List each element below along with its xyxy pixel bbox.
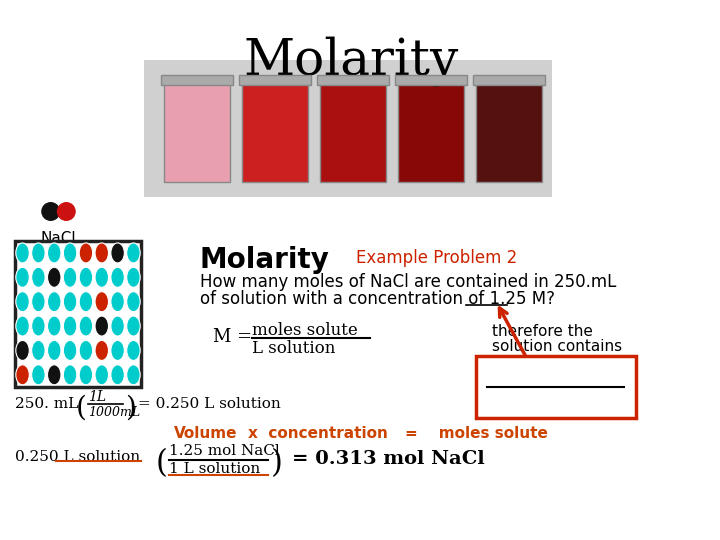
Ellipse shape xyxy=(63,243,77,263)
Ellipse shape xyxy=(48,316,61,336)
FancyBboxPatch shape xyxy=(144,60,552,197)
Text: ): ) xyxy=(125,395,135,422)
Ellipse shape xyxy=(32,243,45,263)
Ellipse shape xyxy=(79,316,93,336)
Text: of solution with a concentration of 1.25 M?: of solution with a concentration of 1.25… xyxy=(200,291,555,308)
Ellipse shape xyxy=(95,340,109,360)
Ellipse shape xyxy=(127,243,140,263)
Text: NaCl: NaCl xyxy=(41,231,76,246)
Bar xyxy=(320,80,386,183)
Bar xyxy=(473,75,545,85)
Text: = 0.250 L solution: = 0.250 L solution xyxy=(138,397,282,411)
Text: Molarity: Molarity xyxy=(243,36,459,86)
Ellipse shape xyxy=(16,340,30,360)
Ellipse shape xyxy=(48,292,61,312)
Ellipse shape xyxy=(16,267,30,287)
Ellipse shape xyxy=(63,292,77,312)
Text: L solution: L solution xyxy=(251,340,335,357)
Text: therefore the: therefore the xyxy=(492,323,593,339)
Ellipse shape xyxy=(111,340,125,360)
Text: (: ( xyxy=(76,395,87,422)
Ellipse shape xyxy=(32,267,45,287)
FancyBboxPatch shape xyxy=(476,356,636,418)
Ellipse shape xyxy=(63,365,77,385)
Text: How many moles of NaCl are contained in 250.mL: How many moles of NaCl are contained in … xyxy=(200,273,616,291)
Ellipse shape xyxy=(32,316,45,336)
Ellipse shape xyxy=(48,267,61,287)
Bar xyxy=(161,75,233,85)
Text: (: ( xyxy=(156,448,168,480)
Text: x  concentration: x concentration xyxy=(248,426,387,441)
Ellipse shape xyxy=(111,316,125,336)
Ellipse shape xyxy=(63,267,77,287)
Text: Molarity: Molarity xyxy=(200,246,330,274)
Text: =    moles solute: = moles solute xyxy=(405,426,547,441)
Ellipse shape xyxy=(127,292,140,312)
Bar xyxy=(476,80,542,183)
Text: 1.25 mol NaCl: 1.25 mol NaCl xyxy=(168,443,279,457)
Ellipse shape xyxy=(127,340,140,360)
Circle shape xyxy=(58,202,75,220)
Text: Volume: Volume xyxy=(174,426,237,441)
Ellipse shape xyxy=(16,365,30,385)
Ellipse shape xyxy=(32,340,45,360)
Text: Example Problem 2: Example Problem 2 xyxy=(356,248,517,267)
Circle shape xyxy=(42,202,60,220)
Ellipse shape xyxy=(127,267,140,287)
Ellipse shape xyxy=(63,316,77,336)
Bar xyxy=(239,75,311,85)
Text: = 0.313 mol NaCl: = 0.313 mol NaCl xyxy=(292,450,485,468)
Text: ): ) xyxy=(271,448,283,480)
Bar xyxy=(397,80,464,183)
Text: 1L: 1L xyxy=(88,390,106,404)
Ellipse shape xyxy=(79,292,93,312)
Ellipse shape xyxy=(79,267,93,287)
Text: 1 L solution: 1 L solution xyxy=(510,390,601,404)
Ellipse shape xyxy=(95,243,109,263)
Ellipse shape xyxy=(48,243,61,263)
Ellipse shape xyxy=(95,292,109,312)
Bar xyxy=(242,80,308,183)
Text: 1000mL: 1000mL xyxy=(88,406,140,419)
Ellipse shape xyxy=(95,316,109,336)
Text: solution contains: solution contains xyxy=(492,339,623,354)
Ellipse shape xyxy=(16,243,30,263)
Ellipse shape xyxy=(79,243,93,263)
Bar xyxy=(317,75,389,85)
Ellipse shape xyxy=(16,316,30,336)
Ellipse shape xyxy=(48,340,61,360)
Ellipse shape xyxy=(127,316,140,336)
Ellipse shape xyxy=(16,292,30,312)
Text: 0.250 L solution: 0.250 L solution xyxy=(14,450,140,464)
Text: 250. mL: 250. mL xyxy=(14,397,78,411)
Bar xyxy=(163,80,230,183)
Ellipse shape xyxy=(111,243,125,263)
Ellipse shape xyxy=(79,365,93,385)
Ellipse shape xyxy=(63,340,77,360)
Text: 1 L solution: 1 L solution xyxy=(168,462,260,476)
Bar xyxy=(395,75,467,85)
Text: M =: M = xyxy=(212,328,258,347)
Ellipse shape xyxy=(111,292,125,312)
Ellipse shape xyxy=(32,365,45,385)
Ellipse shape xyxy=(95,365,109,385)
Ellipse shape xyxy=(95,267,109,287)
Ellipse shape xyxy=(32,292,45,312)
Ellipse shape xyxy=(111,267,125,287)
Text: moles solute: moles solute xyxy=(251,322,357,339)
Ellipse shape xyxy=(111,365,125,385)
Text: 1.25 mol NaCl: 1.25 mol NaCl xyxy=(500,369,611,383)
Ellipse shape xyxy=(79,340,93,360)
Ellipse shape xyxy=(48,365,61,385)
Ellipse shape xyxy=(127,365,140,385)
